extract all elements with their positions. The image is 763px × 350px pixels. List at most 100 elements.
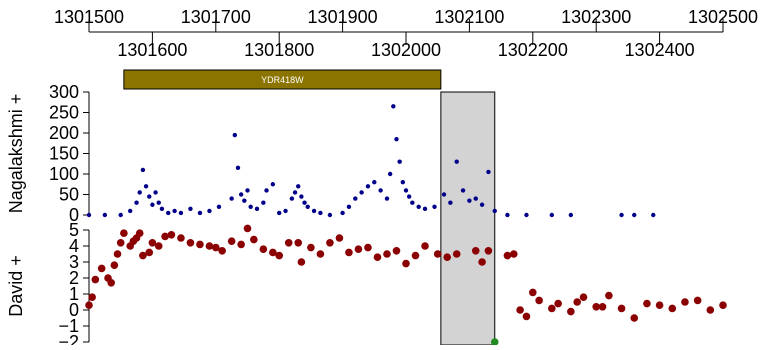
data-point	[259, 245, 268, 253]
data-point	[147, 194, 152, 199]
data-point	[277, 210, 282, 216]
data-point	[668, 304, 677, 313]
data-point	[484, 247, 493, 255]
axis-tick-label-bottom: 1301600	[117, 40, 187, 60]
data-point	[383, 250, 391, 258]
axis-tick-label-bottom: 1302400	[625, 40, 695, 60]
highlight-region	[440, 91, 496, 346]
data-point	[167, 231, 176, 239]
feature-label: YDR418W	[261, 75, 304, 85]
data-point	[161, 232, 169, 241]
genome-axis: 1301500 1301700 1301900 1302100 1302300 13025…	[54, 7, 758, 60]
data-point	[154, 242, 163, 250]
axis-tick-label-bottom: 1301800	[244, 40, 314, 60]
data-point	[237, 240, 245, 249]
data-point	[471, 247, 480, 255]
data-point	[156, 200, 161, 205]
data-point	[345, 248, 353, 257]
annotation-track: YDR418W	[123, 69, 442, 90]
data-point	[197, 210, 203, 216]
data-point	[128, 208, 133, 214]
y-tick-label: −1	[58, 316, 79, 336]
axis-tick-label-top: 1301500	[54, 7, 124, 27]
data-point	[432, 204, 437, 209]
data-point	[289, 196, 295, 201]
data-point	[292, 190, 298, 195]
data-point	[97, 264, 106, 273]
data-point	[492, 208, 497, 214]
feature-box	[123, 69, 442, 90]
data-point	[364, 243, 372, 252]
data-point	[178, 210, 184, 216]
data-point	[139, 251, 147, 260]
data-point	[120, 229, 128, 237]
data-point	[107, 279, 115, 287]
data-point	[238, 192, 244, 197]
data-point	[318, 210, 323, 216]
y-tick-label: 300	[49, 82, 79, 102]
data-point	[365, 184, 371, 189]
data-point	[296, 184, 301, 189]
data-point	[327, 212, 333, 218]
data-point	[579, 293, 588, 302]
data-point	[311, 208, 317, 214]
data-point	[394, 136, 399, 142]
data-point	[598, 303, 607, 311]
data-point	[384, 196, 390, 201]
data-point	[335, 234, 344, 242]
data-point	[172, 208, 177, 214]
highlight-layer	[440, 91, 496, 346]
data-point	[305, 204, 310, 209]
data-point	[643, 299, 651, 308]
data-point	[516, 306, 524, 314]
data-point	[378, 188, 383, 193]
y-tick-label: 100	[49, 164, 79, 184]
data-point	[294, 239, 303, 247]
data-point	[391, 104, 396, 109]
data-point	[284, 239, 293, 247]
data-point	[110, 261, 119, 270]
data-point	[102, 212, 108, 218]
data-point	[422, 206, 428, 212]
data-point	[630, 314, 639, 322]
data-point	[354, 245, 363, 253]
data-point	[326, 239, 334, 247]
data-point	[617, 304, 626, 313]
data-point	[529, 288, 537, 297]
data-point	[448, 200, 453, 205]
data-point	[299, 194, 304, 199]
data-point	[269, 248, 277, 257]
data-point	[140, 167, 146, 173]
data-point	[524, 212, 529, 218]
y-tick-label: 200	[49, 123, 79, 143]
nagalakshmi-ylabel: Nagalakshmi +	[6, 94, 26, 214]
data-point	[460, 188, 466, 193]
data-point	[153, 190, 158, 195]
data-point	[242, 198, 247, 203]
data-point	[406, 194, 412, 199]
data-point	[316, 250, 325, 258]
data-point	[91, 275, 100, 284]
y-tick-label: 1	[69, 284, 79, 304]
y-tick-label: 4	[69, 236, 79, 256]
data-point	[150, 202, 155, 207]
data-point	[490, 338, 499, 346]
y-tick-label: 3	[69, 252, 79, 272]
data-point	[619, 212, 624, 218]
data-point	[270, 182, 276, 187]
y-tick-label: 250	[49, 103, 79, 123]
data-point	[113, 250, 122, 258]
data-point	[681, 298, 689, 306]
data-point	[118, 212, 123, 218]
data-point	[567, 307, 575, 316]
data-point	[227, 237, 236, 245]
data-point	[568, 212, 574, 218]
data-point	[235, 165, 241, 171]
data-point	[340, 210, 345, 216]
data-point	[245, 188, 250, 193]
data-point	[186, 239, 195, 247]
y-tick-label: 0	[69, 300, 79, 320]
y-tick-label: 150	[49, 144, 79, 164]
